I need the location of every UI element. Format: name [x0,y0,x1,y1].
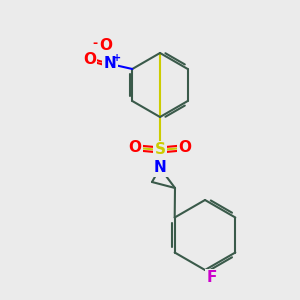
Text: S: S [154,142,166,158]
Text: O: O [83,52,96,67]
Text: F: F [207,271,217,286]
Text: +: + [113,53,121,63]
Text: N: N [154,160,166,175]
Text: O: O [99,38,112,53]
Text: -: - [93,37,98,50]
Text: O: O [128,140,142,155]
Text: O: O [178,140,191,155]
Text: N: N [104,56,117,71]
